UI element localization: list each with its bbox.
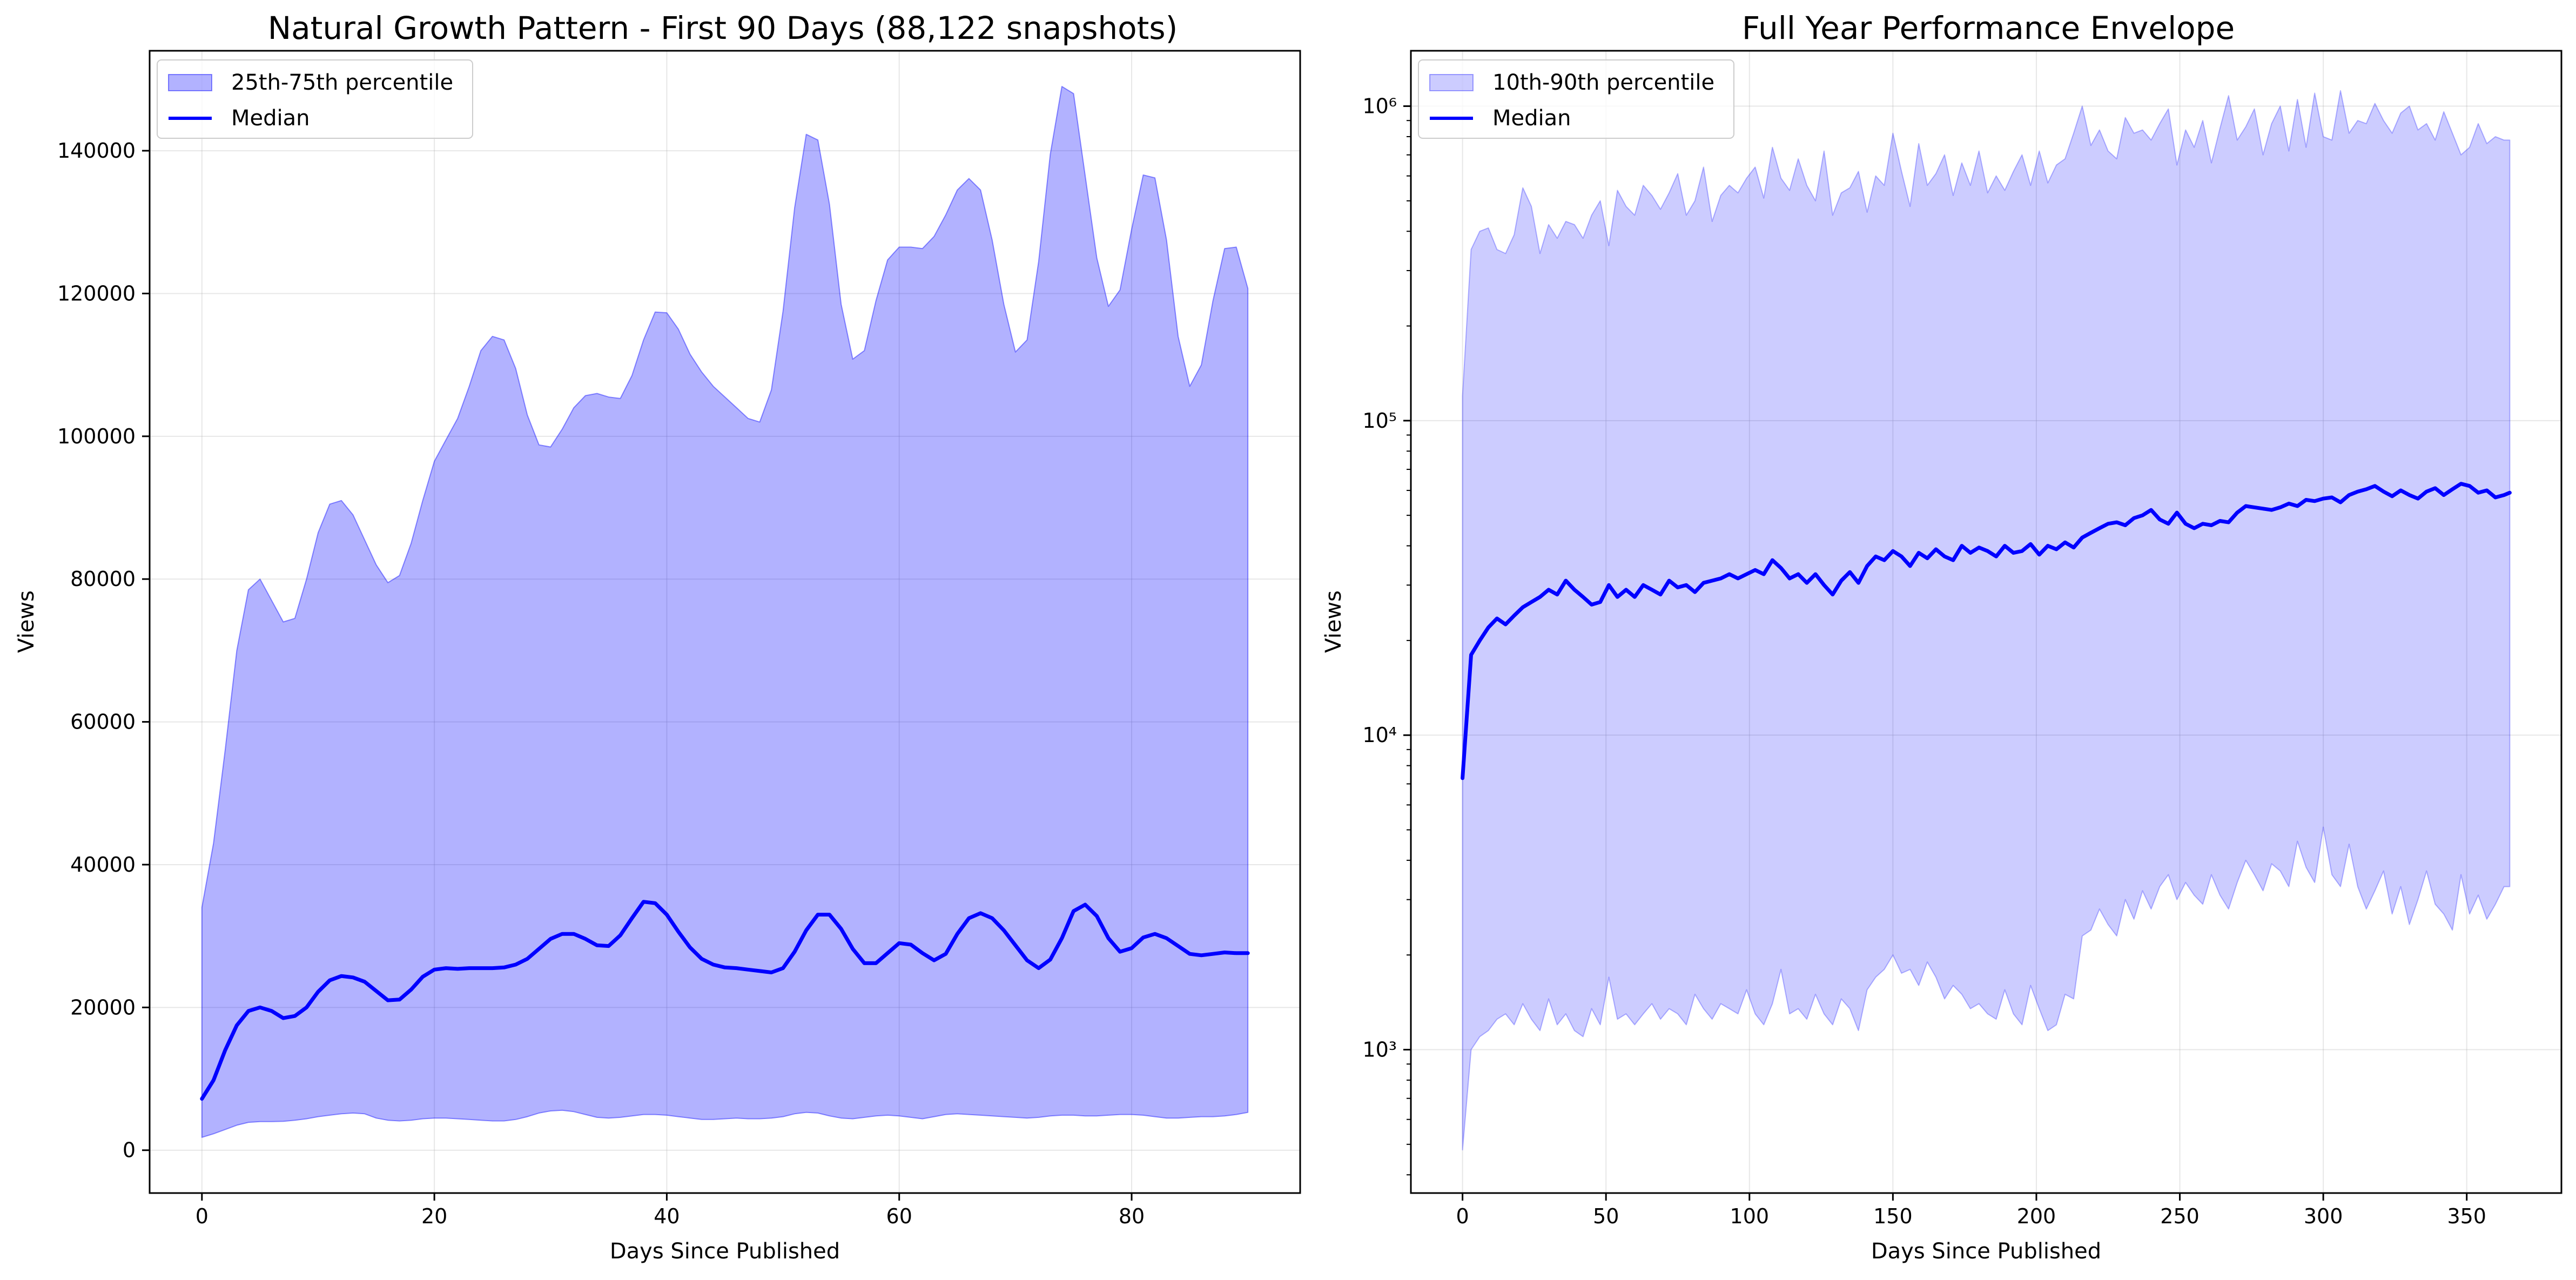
x-tick-label: 100 [1730, 1204, 1770, 1228]
legend-swatch-band [168, 74, 212, 91]
y-tick-label: 10⁵ [1362, 409, 1397, 433]
legend-label-median: Median [1492, 106, 1571, 131]
x-tick-label: 60 [886, 1204, 912, 1228]
y-tick-label: 80000 [70, 567, 136, 591]
legend-box [1418, 59, 1734, 139]
percentile-band [201, 86, 1249, 1138]
x-tick-label: 50 [1593, 1204, 1619, 1228]
y-tick-label: 10³ [1362, 1038, 1397, 1062]
chart-title: Full Year Performance Envelope [1742, 10, 2235, 46]
x-tick-label: 200 [2017, 1204, 2056, 1228]
y-tick-label: 100000 [57, 425, 136, 448]
x-tick-label: 40 [654, 1204, 680, 1228]
y-tick-label: 140000 [57, 139, 136, 163]
x-tick-label: 350 [2447, 1204, 2486, 1228]
y-axis-label: Views [1321, 590, 1346, 653]
legend-box [157, 59, 473, 139]
grid [150, 51, 1300, 1193]
x-axis-ticks: 0 50 100 150 200 250 300 350 [1456, 1193, 2486, 1228]
y-tick-label: 0 [123, 1138, 136, 1162]
x-axis-label: Days Since Published [1871, 1239, 2101, 1264]
y-tick-label: 10⁶ [1362, 95, 1397, 118]
x-tick-label: 250 [2160, 1204, 2200, 1228]
x-tick-label: 80 [1119, 1204, 1145, 1228]
plot-area [1461, 90, 2512, 1151]
plot-frame [149, 50, 1301, 1194]
y-tick-label: 20000 [70, 995, 136, 1019]
y-tick-label: 120000 [57, 281, 136, 305]
legend-label-median: Median [231, 106, 310, 131]
x-tick-label: 0 [196, 1204, 208, 1228]
legend: 25th-75th percentile Median [157, 59, 473, 139]
y-axis-label: Views [14, 590, 39, 653]
y-tick-label: 40000 [70, 853, 136, 877]
y-axis-ticks: 0 20000 40000 60000 80000 100000 120000 140000 [57, 139, 150, 1162]
y-tick-label: 10⁴ [1362, 723, 1397, 747]
y-axis-ticks: 10³ 10⁴ 10⁵ 10⁶ [1362, 95, 1411, 1176]
x-tick-label: 0 [1456, 1204, 1469, 1228]
plot-frame [1410, 50, 2562, 1194]
x-axis-label: Days Since Published [610, 1239, 840, 1264]
y-tick-label: 60000 [70, 710, 136, 734]
x-tick-label: 300 [2304, 1204, 2343, 1228]
legend-label-band: 10th-90th percentile [1492, 70, 1714, 95]
legend-swatch-band [1429, 74, 1474, 91]
median-line [1461, 482, 2512, 780]
plot-area [200, 86, 1250, 1138]
chart-panel-full-year: Full Year Performance Envelope 0 50 100 150… [1321, 10, 2562, 1264]
x-tick-label: 20 [421, 1204, 447, 1228]
percentile-band [1462, 90, 2511, 1151]
legend: 10th-90th percentile Median [1418, 59, 1734, 139]
chart-panel-first-90-days: Natural Growth Pattern - First 90 Days (… [14, 10, 1301, 1264]
x-tick-label: 150 [1873, 1204, 1913, 1228]
chart-title: Natural Growth Pattern - First 90 Days (… [268, 10, 1178, 46]
legend-label-band: 25th-75th percentile [231, 70, 453, 95]
x-axis-ticks: 0 20 40 60 80 [196, 1193, 1145, 1228]
median-line [200, 900, 1250, 1101]
